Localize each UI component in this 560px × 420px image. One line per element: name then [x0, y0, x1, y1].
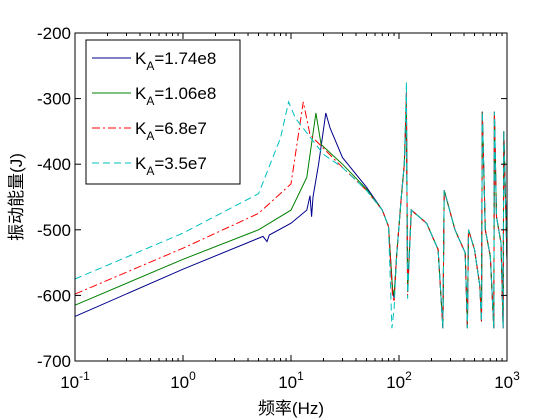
series-line-4	[74, 82, 508, 329]
y-tick-label: -700	[37, 352, 71, 371]
series-layer	[74, 82, 508, 329]
y-tick-label: -200	[37, 24, 71, 43]
legend-entry-1: KA=1.74e8	[135, 49, 216, 73]
y-tick-label: -300	[37, 90, 71, 109]
legend-entry-2: KA=1.06e8	[135, 84, 216, 108]
y-tick-label: -500	[37, 221, 71, 240]
x-tick-label: 101	[278, 369, 304, 392]
legend-entry-3: KA=6.8e7	[135, 119, 207, 143]
y-axis-ticks: -200 -300 -400 -500 -600 -700	[37, 24, 507, 371]
legend-box	[85, 39, 241, 185]
y-tick-label: -400	[37, 155, 71, 174]
x-tick-label: 102	[386, 369, 412, 392]
legend: KA=1.74e8 KA=1.06e8 KA=6.8e7 KA=3.5e7	[85, 39, 241, 185]
x-tick-label: 10-1	[60, 369, 90, 392]
y-tick-label: -600	[37, 286, 71, 305]
legend-entry-4: KA=3.5e7	[135, 154, 207, 178]
x-tick-label: 103	[494, 369, 520, 392]
x-tick-label: 100	[170, 369, 196, 392]
x-axis-label: 频率(Hz)	[258, 399, 324, 418]
y-axis-label: 振动能量(J)	[7, 153, 26, 241]
